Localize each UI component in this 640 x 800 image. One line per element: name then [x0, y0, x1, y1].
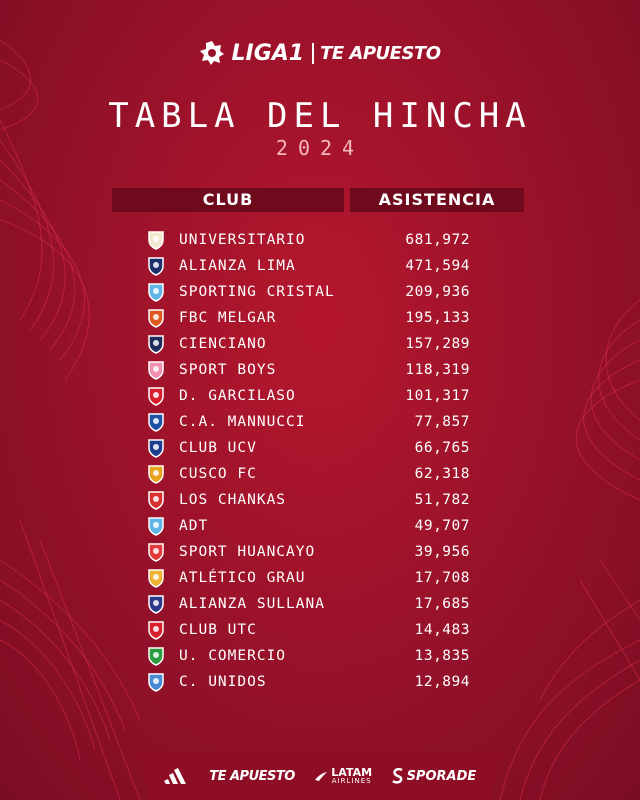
atletico-grau-crest-icon — [146, 568, 166, 588]
utc-crest-icon — [146, 620, 166, 640]
attendance-value: 157,289 — [405, 336, 470, 352]
los-chankas-crest-icon — [146, 490, 166, 510]
club-name: ALIANZA LIMA — [179, 258, 296, 274]
club-name: D. GARCILASO — [179, 388, 296, 404]
attendance-value: 681,972 — [405, 232, 470, 248]
column-header-attendance: ASISTENCIA — [350, 188, 524, 212]
table-row: LOS CHANKAS 51,782 — [146, 487, 486, 513]
table-row: CLUB UCV 66,765 — [146, 435, 486, 461]
club-name: CIENCIANO — [179, 336, 267, 352]
attendance-value: 17,685 — [414, 596, 470, 612]
column-header-club: CLUB — [112, 188, 344, 212]
attendance-value: 62,318 — [414, 466, 470, 482]
melgar-crest-icon — [146, 308, 166, 328]
sport-huancayo-crest-icon — [146, 542, 166, 562]
attendance-value: 209,936 — [405, 284, 470, 300]
table-row: SPORT BOYS 118,319 — [146, 357, 486, 383]
attendance-value: 14,483 — [414, 622, 470, 638]
table-row: SPORT HUANCAYO 39,956 — [146, 539, 486, 565]
table-row: C.A. MANNUCCI 77,857 — [146, 409, 486, 435]
page-title: TABLA DEL HINCHA — [108, 96, 532, 136]
club-name: SPORT HUANCAYO — [179, 544, 316, 560]
attendance-value: 471,594 — [405, 258, 470, 274]
sporade-logo: SPORADE — [391, 768, 477, 784]
table-row: C. UNIDOS 12,894 — [146, 669, 486, 695]
sponsor-logo-text: TE APUESTO — [312, 42, 441, 64]
liga1-logo-text: LIGA1 — [231, 40, 305, 66]
comerciantes-unidos-crest-icon — [146, 672, 166, 692]
adt-crest-icon — [146, 516, 166, 536]
table-row: D. GARCILASO 101,317 — [146, 383, 486, 409]
club-name: CLUB UCV — [179, 440, 257, 456]
sporting-cristal-crest-icon — [146, 282, 166, 302]
attendance-value: 51,782 — [414, 492, 470, 508]
attendance-value: 17,708 — [414, 570, 470, 586]
club-name: C. UNIDOS — [179, 674, 267, 690]
club-name: FBC MELGAR — [179, 310, 277, 326]
club-name: UNIVERSITARIO — [179, 232, 306, 248]
attendance-value: 39,956 — [414, 544, 470, 560]
latam-logo-subtext: AIRLINES — [331, 777, 372, 785]
ucv-crest-icon — [146, 438, 166, 458]
liga1-logo-icon — [200, 41, 225, 65]
table-row: CLUB UTC 14,483 — [146, 617, 486, 643]
club-name: C.A. MANNUCCI — [179, 414, 306, 430]
table-row: CUSCO FC 62,318 — [146, 461, 486, 487]
attendance-value: 12,894 — [414, 674, 470, 690]
garcilaso-crest-icon — [146, 386, 166, 406]
latam-logo-text: LATAM — [331, 766, 373, 779]
table-row: UNIVERSITARIO 681,972 — [146, 227, 486, 253]
table-header: CLUB ASISTENCIA — [112, 188, 524, 212]
table-row: ALIANZA LIMA 471,594 — [146, 253, 486, 279]
alianza-sullana-crest-icon — [146, 594, 166, 614]
club-name: SPORT BOYS — [179, 362, 277, 378]
club-name: LOS CHANKAS — [179, 492, 287, 508]
club-name: ADT — [179, 518, 209, 534]
sponsor-footer: TE APUESTO LATAM AIRLINES SPORADE — [136, 752, 504, 800]
attendance-value: 101,317 — [405, 388, 470, 404]
attendance-value: 118,319 — [405, 362, 470, 378]
club-name: ALIANZA SULLANA — [179, 596, 325, 612]
u-comercio-crest-icon — [146, 646, 166, 666]
table-row: ADT 49,707 — [146, 513, 486, 539]
table-row: ALIANZA SULLANA 17,685 — [146, 591, 486, 617]
season-year: 2024 — [275, 136, 365, 160]
attendance-value: 49,707 — [414, 518, 470, 534]
table-row: CIENCIANO 157,289 — [146, 331, 486, 357]
mannucci-crest-icon — [146, 412, 166, 432]
attendance-value: 13,835 — [414, 648, 470, 664]
club-name: SPORTING CRISTAL — [179, 284, 335, 300]
attendance-value: 77,857 — [414, 414, 470, 430]
teapuesto-logo: TE APUESTO — [209, 768, 295, 784]
club-name: CLUB UTC — [179, 622, 257, 638]
table-row: SPORTING CRISTAL 209,936 — [146, 279, 486, 305]
sporade-logo-text: SPORADE — [406, 768, 477, 784]
table-row: U. COMERCIO 13,835 — [146, 643, 486, 669]
sporade-icon — [391, 768, 403, 784]
latam-icon — [315, 772, 328, 781]
adidas-logo-icon — [163, 767, 190, 785]
cusco-fc-crest-icon — [146, 464, 166, 484]
club-name: U. COMERCIO — [179, 648, 287, 664]
universitario-crest-icon — [146, 230, 166, 250]
cienciano-crest-icon — [146, 334, 166, 354]
latam-logo: LATAM AIRLINES — [314, 767, 372, 785]
table-row: FBC MELGAR 195,133 — [146, 305, 486, 331]
attendance-table: UNIVERSITARIO 681,972 ALIANZA LIMA 471,594 S… — [146, 227, 486, 695]
club-name: ATLÉTICO GRAU — [179, 570, 306, 586]
attendance-value: 66,765 — [414, 440, 470, 456]
league-header: LIGA1 TE APUESTO — [0, 40, 640, 66]
club-name: CUSCO FC — [179, 466, 257, 482]
attendance-value: 195,133 — [405, 310, 470, 326]
table-row: ATLÉTICO GRAU 17,708 — [146, 565, 486, 591]
sport-boys-crest-icon — [146, 360, 166, 380]
alianza-lima-crest-icon — [146, 256, 166, 276]
